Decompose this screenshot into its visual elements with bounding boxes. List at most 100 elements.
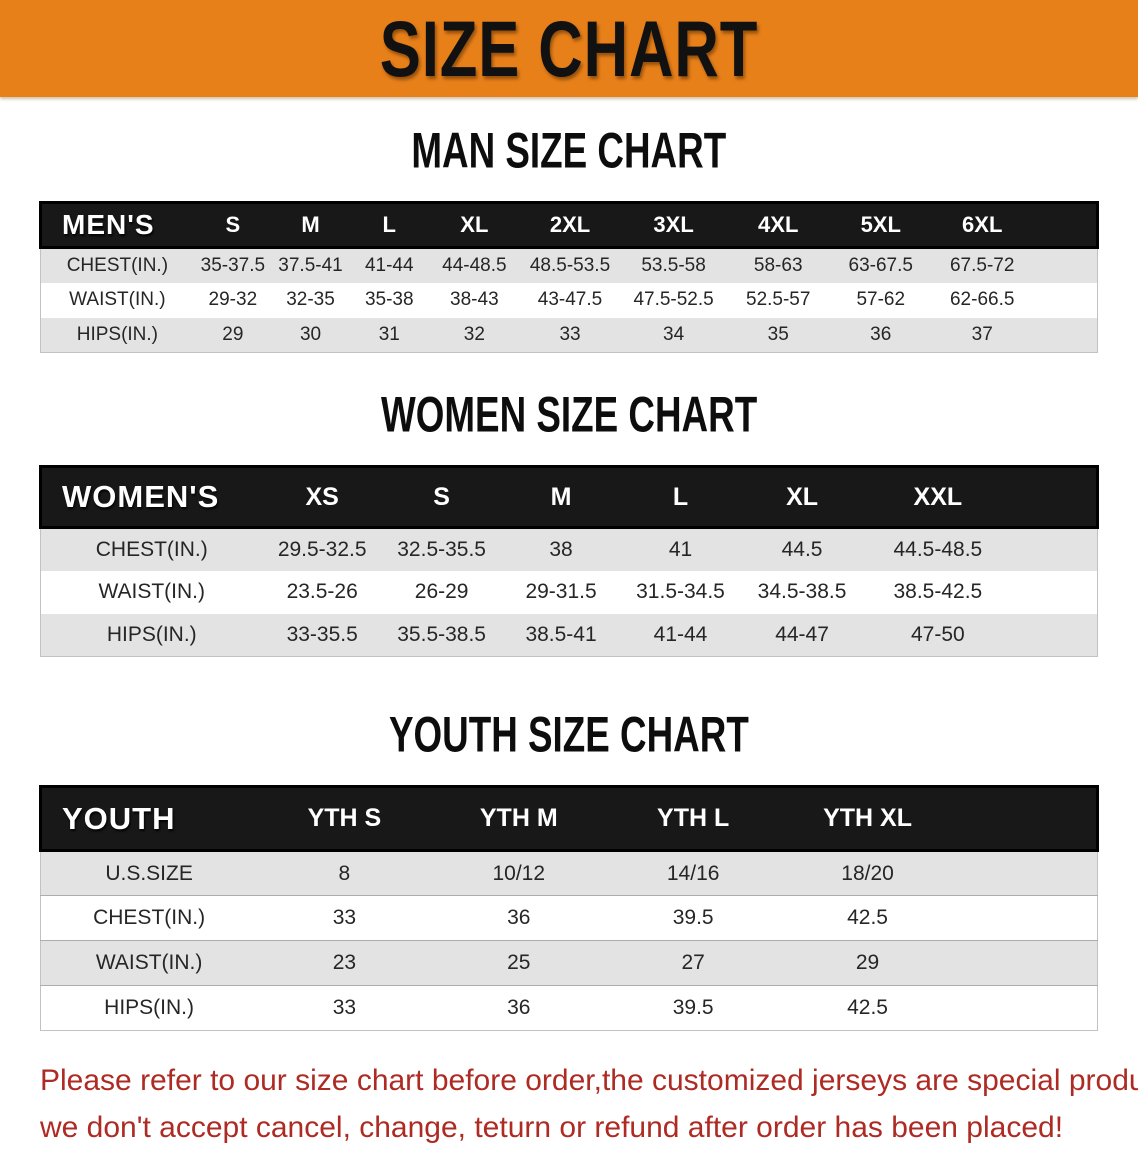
- size-column-header: S: [193, 201, 272, 249]
- size-value-cell: 39.5: [672, 996, 714, 1019]
- row-label: CHEST(IN.): [95, 537, 208, 561]
- women-size-section: WOMEN SIZE CHART WOMEN'S XS S M L XL XXL CHEST(…: [0, 386, 1138, 657]
- size-value-cell: 47.5-52.5: [633, 289, 714, 310]
- size-value-cell: 18/20: [841, 861, 894, 885]
- measurement-row: WAIST(IN.) 29-32 32-35 35-38 38-43 43-47.5 47.…: [40, 282, 1098, 318]
- size-value-cell: 31: [378, 323, 400, 345]
- measurement-row: HIPS(IN.) 33 36 39.5 42.5: [40, 985, 1098, 1031]
- size-column-header: 2XL: [519, 201, 621, 249]
- row-filler: [955, 986, 1098, 1031]
- size-value-cell: 35: [767, 323, 789, 345]
- size-value-cell: 27: [681, 951, 705, 974]
- row-filler: [1012, 571, 1098, 614]
- header-filler: [954, 785, 1099, 852]
- size-column-header: 5XL: [830, 201, 932, 249]
- size-value-cell: 36: [507, 906, 531, 929]
- size-value-cell: 41: [668, 537, 693, 561]
- size-value-cell: 42.5: [847, 906, 888, 929]
- size-value-cell: 43-47.5: [537, 289, 603, 310]
- size-value-cell: 38.5-42.5: [893, 580, 983, 603]
- size-column-header: 6XL: [931, 201, 1033, 249]
- size-column-header: YTH XL: [780, 785, 955, 852]
- size-value-cell: 32-35: [286, 289, 335, 310]
- size-value-cell: 25: [507, 951, 531, 974]
- header-filler: [1032, 201, 1099, 249]
- size-column-header: M: [271, 201, 350, 249]
- size-value-cell: 30: [299, 323, 322, 345]
- size-value-cell: 23: [332, 951, 357, 974]
- size-column-header: XS: [262, 465, 382, 529]
- size-column-header: L: [620, 465, 741, 529]
- row-label: HIPS(IN.): [76, 323, 159, 345]
- men-section-heading: MAN SIZE CHART: [0, 122, 1138, 178]
- row-filler: [1033, 318, 1098, 353]
- row-label: HIPS(IN.): [104, 996, 195, 1019]
- size-value-cell: 53.5-58: [641, 254, 706, 276]
- size-value-cell: 58-63: [753, 254, 803, 276]
- size-value-cell: 36: [507, 996, 531, 1019]
- size-value-cell: 48.5-53.5: [529, 254, 611, 276]
- size-value-cell: 37.5-41: [278, 254, 343, 276]
- measurement-row: CHEST(IN.) 33 36 39.5 42.5: [40, 895, 1098, 941]
- size-value-cell: 29-32: [208, 289, 258, 310]
- size-value-cell: 38.5-41: [525, 622, 597, 646]
- size-value-cell: 8: [338, 861, 351, 885]
- size-column-header: M: [501, 465, 621, 529]
- size-value-cell: 39.5: [672, 906, 714, 929]
- size-value-cell: 34: [663, 323, 685, 345]
- size-value-cell: 10/12: [492, 861, 546, 885]
- size-header-row: WOMEN'S XS S M L XL XXL: [39, 465, 1099, 529]
- size-value-cell: 31.5-34.5: [636, 580, 725, 603]
- measurement-row: CHEST(IN.) 35-37.5 37.5-41 41-44 44-48.5 48.5…: [40, 247, 1098, 283]
- measurement-row: HIPS(IN.) 33-35.5 35.5-38.5 38.5-41 41-44 44-…: [40, 613, 1098, 657]
- size-value-cell: 41-44: [653, 622, 708, 646]
- size-value-cell: 41-44: [364, 254, 414, 276]
- youth-section-heading-text: YOUTH SIZE CHART: [389, 705, 749, 763]
- measurement-row: WAIST(IN.) 23.5-26 26-29 29-31.5 31.5-34.5 34…: [40, 570, 1098, 614]
- size-column-header: 3XL: [620, 201, 727, 249]
- row-label: WAIST(IN.): [69, 289, 166, 310]
- measurement-row: WAIST(IN.) 23 25 27 29: [40, 940, 1098, 986]
- youth-size-section: YOUTH SIZE CHART YOUTH YTH S YTH M YTH L YTH…: [0, 705, 1138, 1031]
- size-value-cell: 44.5-48.5: [893, 537, 983, 561]
- size-value-cell: 63-67.5: [848, 254, 913, 276]
- size-value-cell: 57-62: [856, 289, 906, 310]
- size-value-cell: 14/16: [666, 861, 720, 885]
- youth-size-table: YOUTH YTH S YTH M YTH L YTH XL U.S.SIZE 8 10/12…: [39, 785, 1099, 1031]
- size-value-cell: 33: [332, 906, 357, 929]
- row-filler: [955, 941, 1098, 986]
- size-column-header: XL: [429, 201, 520, 249]
- row-label: HIPS(IN.): [106, 622, 197, 646]
- size-value-cell: 36: [870, 323, 892, 345]
- size-value-cell: 44.5: [781, 537, 823, 561]
- size-value-cell: 52.5-57: [746, 289, 811, 310]
- size-column-header: XXL: [863, 465, 1012, 529]
- size-value-cell: 33: [332, 996, 357, 1019]
- size-column-header: XL: [740, 465, 864, 529]
- row-filler: [955, 896, 1098, 941]
- disclaimer-line-2: we don't accept cancel, change, teturn o…: [40, 1111, 1064, 1144]
- row-label: WAIST(IN.): [98, 580, 205, 603]
- page-title: SIZE CHART: [379, 4, 759, 93]
- size-value-cell: 47-50: [911, 622, 965, 646]
- size-value-cell: 35-37.5: [200, 254, 266, 276]
- size-column-header: S: [381, 465, 502, 529]
- size-value-cell: 23.5-26: [286, 580, 358, 603]
- size-value-cell: 29: [222, 323, 244, 345]
- size-value-cell: 37: [971, 323, 993, 345]
- size-value-cell: 32: [463, 323, 485, 345]
- men-size-section: MAN SIZE CHART MEN'S S M L XL 2XL 3XL 4XL 5XL 6XL…: [0, 122, 1138, 353]
- row-label: CHEST(IN.): [93, 906, 206, 929]
- row-label: CHEST(IN.): [66, 254, 169, 276]
- row-filler: [955, 851, 1098, 896]
- size-value-cell: 29: [855, 951, 880, 974]
- size-value-cell: 32.5-35.5: [397, 537, 486, 561]
- size-column-header: L: [349, 201, 430, 249]
- measurement-row: U.S.SIZE 8 10/12 14/16 18/20: [40, 850, 1098, 896]
- size-value-cell: 35.5-38.5: [397, 622, 486, 646]
- row-label: WAIST(IN.): [95, 951, 203, 974]
- size-column-header: YTH L: [605, 785, 781, 852]
- row-filler: [1012, 614, 1098, 657]
- size-value-cell: 67.5-72: [949, 254, 1015, 276]
